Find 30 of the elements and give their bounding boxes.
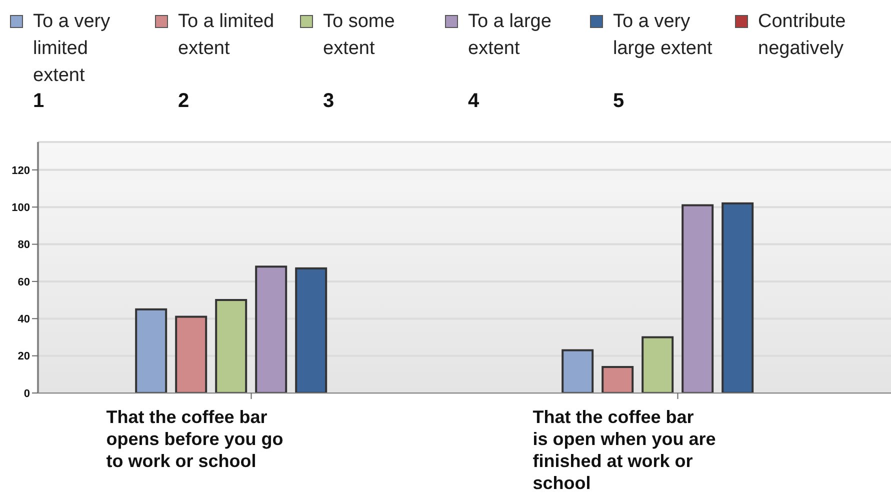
bar	[602, 366, 634, 393]
legend-label: To a very limited extent	[33, 10, 112, 88]
y-tick-label: 40	[18, 314, 30, 326]
text: 3	[323, 89, 336, 113]
bar	[722, 202, 754, 393]
bar	[135, 308, 168, 393]
x-tick-label: That the coffee bar is open when you are finished at work or school	[532, 407, 716, 493]
bar	[295, 267, 328, 393]
bar	[215, 299, 248, 393]
text: 4	[468, 89, 480, 113]
y-tick-label: 20	[18, 350, 30, 363]
bar	[562, 349, 594, 393]
y-tick-label: 0	[24, 388, 30, 400]
bar	[682, 204, 714, 393]
y-tick-label: 60	[18, 276, 30, 288]
y-tick-label: 100	[12, 202, 30, 214]
bar	[255, 266, 288, 393]
legend-label: To some extent	[323, 10, 396, 61]
text: 5	[613, 89, 626, 113]
y-tick-label: 120	[12, 164, 30, 177]
text: 1	[33, 89, 46, 113]
legend-label: Contribute negatively	[758, 10, 847, 61]
legend-label: To a very large extent	[613, 10, 714, 61]
bar	[175, 316, 208, 393]
x-tick-label: That the coffee bar opens before you go to work or school	[106, 407, 284, 471]
legend-label: To a large extent	[468, 10, 552, 61]
y-tick-label: 80	[18, 239, 30, 252]
legend-label: To a limited extent	[178, 10, 276, 61]
bar	[642, 336, 674, 393]
text: 2	[178, 89, 190, 113]
